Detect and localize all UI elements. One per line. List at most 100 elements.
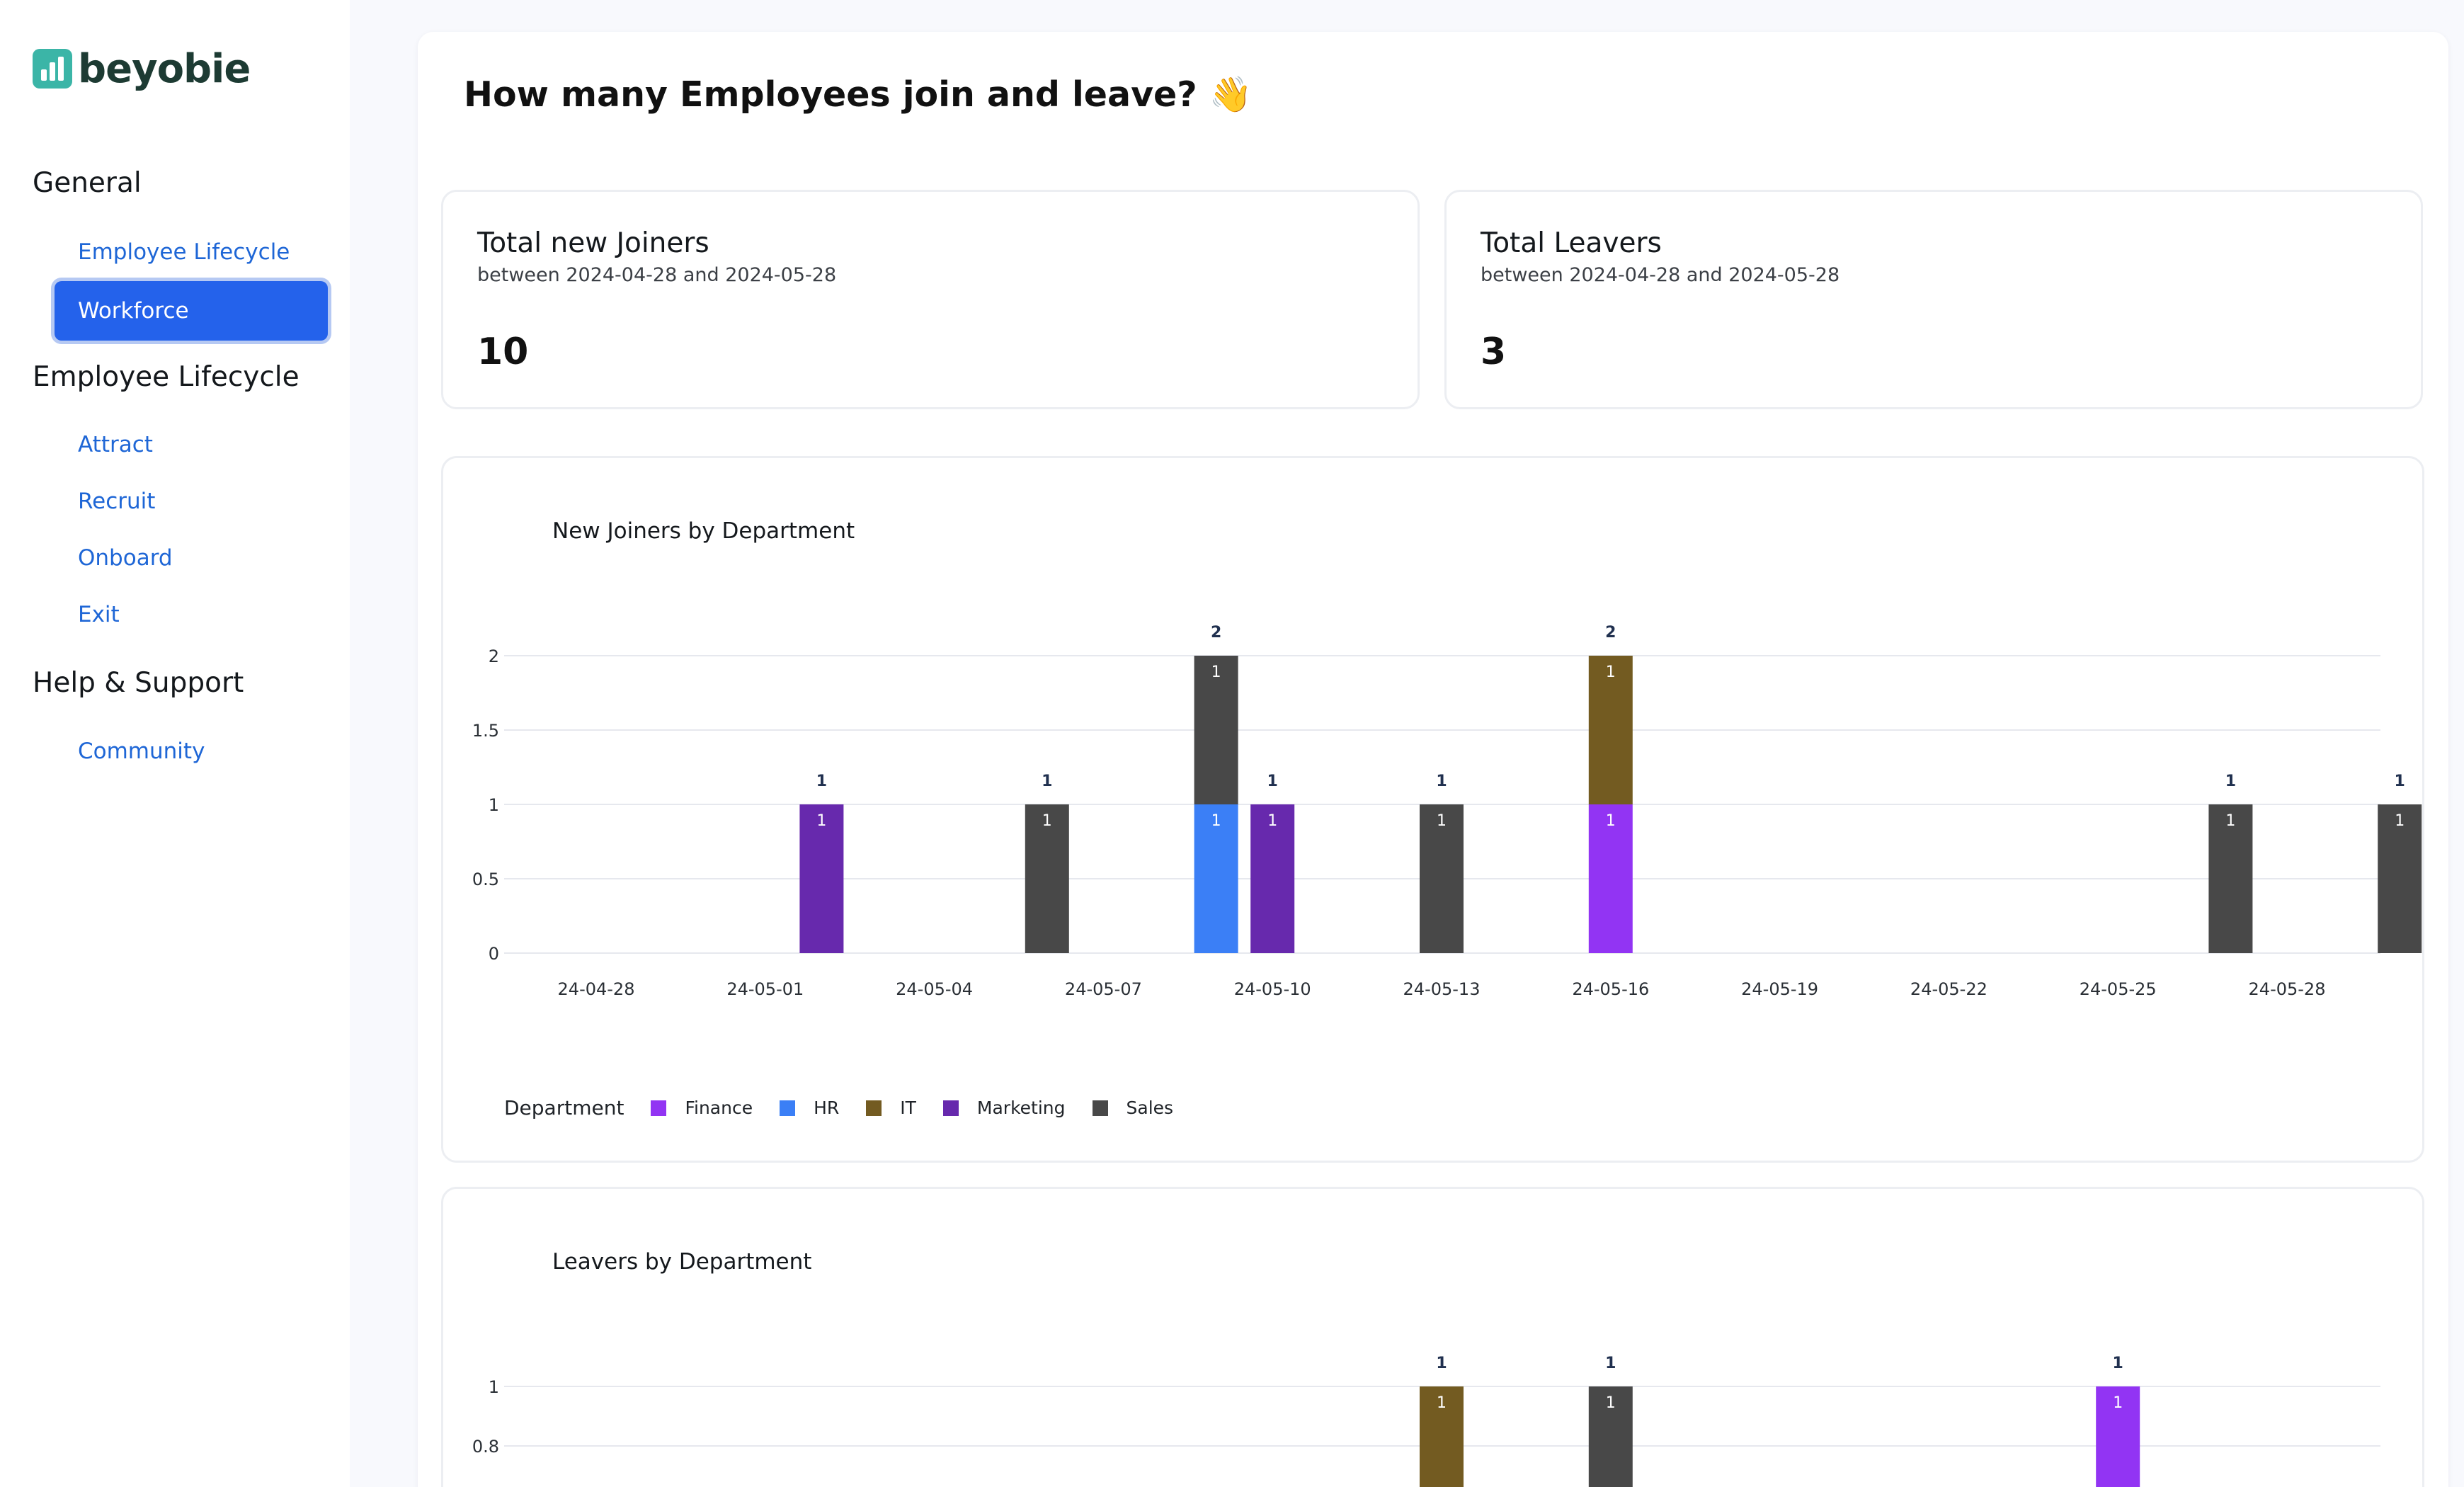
legend-swatch xyxy=(780,1100,796,1116)
legend-item-it[interactable]: IT xyxy=(866,1098,916,1118)
nav-item-employee-lifecycle[interactable]: Employee Lifecycle xyxy=(78,239,290,265)
legend-item-sales[interactable]: Sales xyxy=(1092,1098,1174,1118)
kpi-title: Total new Joiners xyxy=(477,227,709,259)
chart-legend: Department Finance HR IT Marketing Sales xyxy=(504,1096,1200,1119)
kpi-value: 10 xyxy=(477,331,529,373)
legend-item-finance[interactable]: Finance xyxy=(651,1098,753,1118)
leavers-total-label: 1 xyxy=(2113,1355,2123,1372)
legend-swatch xyxy=(866,1100,882,1116)
joiners-y-tick-label: 1.5 xyxy=(472,721,499,741)
chart-title-leavers: Leavers by Department xyxy=(552,1249,812,1275)
leavers-segment-label: 1 xyxy=(1437,1394,1447,1412)
joiners-y-tick-label: 0.5 xyxy=(472,870,499,889)
nav-item-onboard[interactable]: Onboard xyxy=(78,545,173,571)
kpi-subtitle: between 2024-04-28 and 2024-05-28 xyxy=(1481,264,1840,286)
leavers-total-label: 1 xyxy=(1605,1355,1616,1372)
leavers-segment-label: 1 xyxy=(2113,1394,2123,1412)
joiners-segment-label: 1 xyxy=(2395,812,2405,830)
nav-section-general: General xyxy=(33,167,142,199)
joiners-total-label: 2 xyxy=(1211,624,1221,642)
nav-item-exit[interactable]: Exit xyxy=(78,602,120,627)
joiners-y-tick-label: 2 xyxy=(489,646,499,666)
legend-swatch xyxy=(942,1100,959,1116)
joiners-x-tick-label: 24-05-01 xyxy=(726,979,804,999)
joiners-bar-finance xyxy=(1588,804,1633,953)
joiners-bar-sales xyxy=(1420,804,1464,953)
joiners-segment-label: 1 xyxy=(1211,663,1221,681)
joiners-segment-label: 1 xyxy=(1267,812,1277,830)
joiners-total-label: 1 xyxy=(1042,773,1052,790)
bar-chart-logo-icon xyxy=(33,49,72,89)
joiners-x-tick-label: 24-05-28 xyxy=(2249,979,2326,999)
kpi-card-new-joiners: Total new Joiners between 2024-04-28 and… xyxy=(441,190,1420,409)
joiners-bar-sales xyxy=(2208,804,2253,953)
leavers-bar-it xyxy=(1420,1386,1464,1487)
legend-label: Sales xyxy=(1126,1098,1174,1118)
legend-swatch xyxy=(1092,1100,1108,1116)
joiners-x-tick-label: 24-05-19 xyxy=(1741,979,1818,999)
nav-item-recruit[interactable]: Recruit xyxy=(78,489,156,514)
leavers-total-label: 1 xyxy=(1436,1355,1447,1372)
sidebar: beyobie General Employee Lifecycle Workf… xyxy=(0,0,350,1487)
joiners-x-tick-label: 24-05-25 xyxy=(2080,979,2157,999)
joiners-bar-sales xyxy=(1025,804,1069,953)
leavers-y-tick-label: 1 xyxy=(489,1377,499,1397)
joiners-total-label: 1 xyxy=(1267,773,1278,790)
legend-label: IT xyxy=(900,1098,916,1118)
legend-item-hr[interactable]: HR xyxy=(780,1098,839,1118)
joiners-bar-marketing xyxy=(799,804,844,953)
kpi-title: Total Leavers xyxy=(1481,227,1662,259)
kpi-value: 3 xyxy=(1481,331,1507,373)
legend-label: Finance xyxy=(685,1098,753,1118)
joiners-segment-label: 1 xyxy=(1042,812,1052,830)
page-title: How many Employees join and leave? 👋 xyxy=(464,74,1253,115)
nav-item-community[interactable]: Community xyxy=(78,739,205,764)
legend-label: HR xyxy=(814,1098,840,1118)
joiners-total-label: 1 xyxy=(2395,773,2405,790)
leavers-bar-sales xyxy=(1588,1386,1633,1487)
joiners-bar-hr xyxy=(1194,804,1238,953)
leavers-y-tick-label: 0.8 xyxy=(472,1437,499,1457)
joiners-x-tick-label: 24-04-28 xyxy=(558,979,635,999)
nav-section-help-support: Help & Support xyxy=(33,667,244,699)
joiners-segment-label: 1 xyxy=(2225,812,2235,830)
joiners-y-tick-label: 0 xyxy=(489,944,499,964)
joiners-total-label: 1 xyxy=(1436,773,1447,790)
leavers-segment-label: 1 xyxy=(1606,1394,1616,1412)
joiners-x-tick-label: 24-05-10 xyxy=(1234,979,1311,999)
nav-item-workforce-label: Workforce xyxy=(78,298,189,324)
joiners-segment-label: 1 xyxy=(816,812,826,830)
leavers-bar-finance xyxy=(2096,1386,2140,1487)
joiners-x-tick-label: 24-05-13 xyxy=(1403,979,1481,999)
legend-item-marketing[interactable]: Marketing xyxy=(942,1098,1066,1118)
joiners-bar-sales xyxy=(1194,656,1238,804)
legend-swatch xyxy=(651,1100,667,1116)
joiners-segment-label: 1 xyxy=(1211,812,1221,830)
joiners-segment-label: 1 xyxy=(1437,812,1447,830)
joiners-bar-marketing xyxy=(1250,804,1295,953)
joiners-segment-label: 1 xyxy=(1606,812,1616,830)
chart-title-joiners: New Joiners by Department xyxy=(552,518,855,544)
brand-name: beyobie xyxy=(78,45,251,92)
nav-section-employee-lifecycle: Employee Lifecycle xyxy=(33,361,300,393)
nav-item-attract[interactable]: Attract xyxy=(78,432,153,457)
legend-label: Marketing xyxy=(976,1098,1066,1118)
brand-logo[interactable]: beyobie xyxy=(33,44,251,93)
joiners-total-label: 1 xyxy=(816,773,827,790)
joiners-segment-label: 1 xyxy=(1606,663,1616,681)
joiners-x-tick-label: 24-05-04 xyxy=(896,979,973,999)
joiners-x-tick-label: 24-05-07 xyxy=(1065,979,1142,999)
legend-title: Department xyxy=(504,1096,624,1119)
joiners-total-label: 2 xyxy=(1605,624,1616,642)
nav-item-workforce[interactable]: Workforce xyxy=(55,281,328,341)
joiners-bar-sales xyxy=(2378,804,2422,953)
joiners-y-tick-label: 1 xyxy=(489,795,499,815)
joiners-total-label: 1 xyxy=(2225,773,2236,790)
joiners-x-tick-label: 24-05-22 xyxy=(1910,979,1987,999)
joiners-x-tick-label: 24-05-16 xyxy=(1572,979,1649,999)
joiners-bar-it xyxy=(1588,656,1633,804)
kpi-card-leavers: Total Leavers between 2024-04-28 and 202… xyxy=(1444,190,2423,409)
kpi-subtitle: between 2024-04-28 and 2024-05-28 xyxy=(477,264,837,286)
